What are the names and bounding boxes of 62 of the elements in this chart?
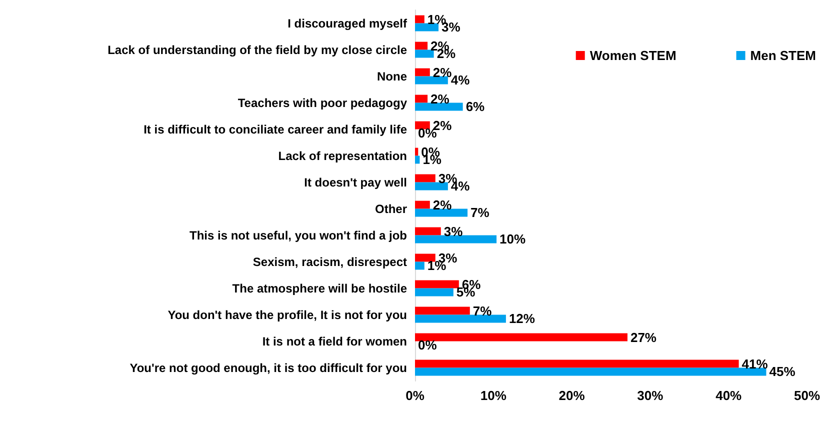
- y-tick-label: I discouraged myself: [288, 16, 408, 30]
- y-tick-label: Lack of understanding of the field by my close circle: [108, 42, 408, 57]
- bar: [415, 76, 448, 84]
- x-tick-label: 40%: [716, 388, 742, 403]
- legend-label: Men STEM: [750, 48, 816, 63]
- bar: [415, 50, 434, 58]
- bar: [415, 15, 424, 24]
- bar: [415, 333, 628, 342]
- bar: [415, 227, 441, 236]
- data-label: 12%: [508, 311, 536, 326]
- bar: [415, 121, 430, 130]
- y-tick-label: Sexism, racism, disrespect: [252, 254, 407, 269]
- bar: [415, 23, 439, 32]
- bar: [415, 42, 428, 50]
- bar: [415, 208, 468, 217]
- legend-label: Women STEM: [590, 48, 676, 63]
- y-tick-label: It is difficult to conciliate career and family life: [144, 122, 408, 136]
- bar: [415, 235, 497, 244]
- bar: [415, 314, 506, 323]
- y-tick-label: The atmosphere will be hostile: [232, 281, 408, 296]
- y-tick-label: Teachers with poor pedagogy: [238, 96, 408, 110]
- x-tick-label: 0%: [406, 388, 425, 403]
- x-tick-label: 50%: [794, 388, 820, 403]
- data-label: 7%: [470, 205, 490, 220]
- data-label: 45%: [769, 364, 796, 380]
- bar: [415, 102, 463, 111]
- data-label: 7%: [472, 303, 492, 318]
- data-label: 2%: [430, 91, 450, 106]
- bar: [415, 254, 436, 262]
- bar: [415, 156, 420, 164]
- y-tick-label: None: [377, 69, 408, 84]
- bar: [415, 360, 739, 368]
- y-tick-label: This is not useful, you won't find a job: [189, 228, 407, 242]
- y-tick-label: You're not good enough, it is too difficult for you: [130, 360, 407, 375]
- bar: [415, 148, 418, 156]
- data-label: 4%: [450, 72, 470, 88]
- data-label: 6%: [466, 99, 486, 114]
- bar: [415, 280, 459, 288]
- data-label: 3%: [444, 224, 464, 239]
- data-label: 2%: [432, 64, 452, 80]
- data-label: 41%: [742, 356, 768, 372]
- data-label: 27%: [630, 330, 657, 345]
- bar: [415, 174, 436, 182]
- bar: [415, 94, 428, 103]
- data-label: 2%: [432, 197, 452, 212]
- bar: [415, 368, 766, 376]
- bar: [415, 68, 430, 76]
- data-label: 0%: [418, 338, 438, 353]
- bar: [415, 306, 470, 315]
- y-tick-label: It is not a field for women: [262, 334, 407, 348]
- bar: [415, 200, 430, 209]
- bar: [415, 288, 454, 296]
- x-tick-label: 10%: [480, 388, 507, 403]
- x-tick-label: 30%: [637, 388, 664, 403]
- bar: [415, 262, 424, 270]
- y-tick-label: Lack of representation: [278, 148, 407, 163]
- y-tick-label: Other: [374, 202, 408, 216]
- x-tick-label: 20%: [558, 388, 586, 403]
- y-tick-label: It doesn't pay well: [304, 175, 407, 190]
- y-tick-label: You don't have the profile, It is not for you: [168, 308, 407, 322]
- bar: [415, 182, 448, 190]
- data-label: 10%: [500, 232, 526, 247]
